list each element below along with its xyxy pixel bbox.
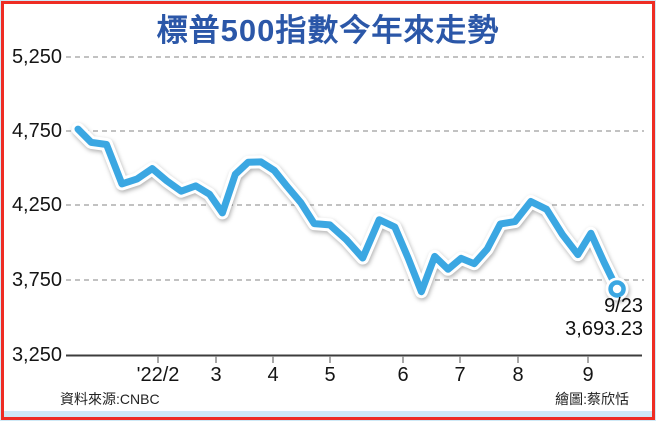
endpoint-date: 9/23 <box>604 295 643 317</box>
y-axis-label: 5,250 <box>11 46 62 68</box>
x-axis-label: 9 <box>582 364 594 386</box>
credit-label: 繪圖:蔡欣恬 <box>555 391 629 407</box>
x-axis-label: 4 <box>267 364 279 386</box>
end-point-marker <box>608 280 626 298</box>
x-axis-label: '22/2 <box>136 364 180 386</box>
y-axis-label: 3,750 <box>11 269 62 291</box>
x-axis-label: 5 <box>324 364 336 386</box>
x-axis-label: 3 <box>210 364 222 386</box>
chart-title: 標普500指數今年來走勢 <box>156 13 500 48</box>
source-label: 資料來源:CNBC <box>60 391 160 407</box>
x-axis-label: 6 <box>397 364 409 386</box>
endpoint-value: 3,693.23 <box>565 318 643 340</box>
x-axis-label: 7 <box>454 364 466 386</box>
y-axis-label: 4,250 <box>11 194 62 216</box>
x-axis-label: 8 <box>512 364 524 386</box>
endpoint-annotation: 9/23 3,693.23 <box>565 295 643 341</box>
price-line <box>74 125 621 296</box>
y-axis-label: 3,250 <box>11 344 62 366</box>
bottom-accent-strip <box>4 411 652 417</box>
y-axis-label: 4,750 <box>11 120 62 142</box>
price-line-casing <box>71 122 624 299</box>
price-line-group <box>71 122 629 301</box>
